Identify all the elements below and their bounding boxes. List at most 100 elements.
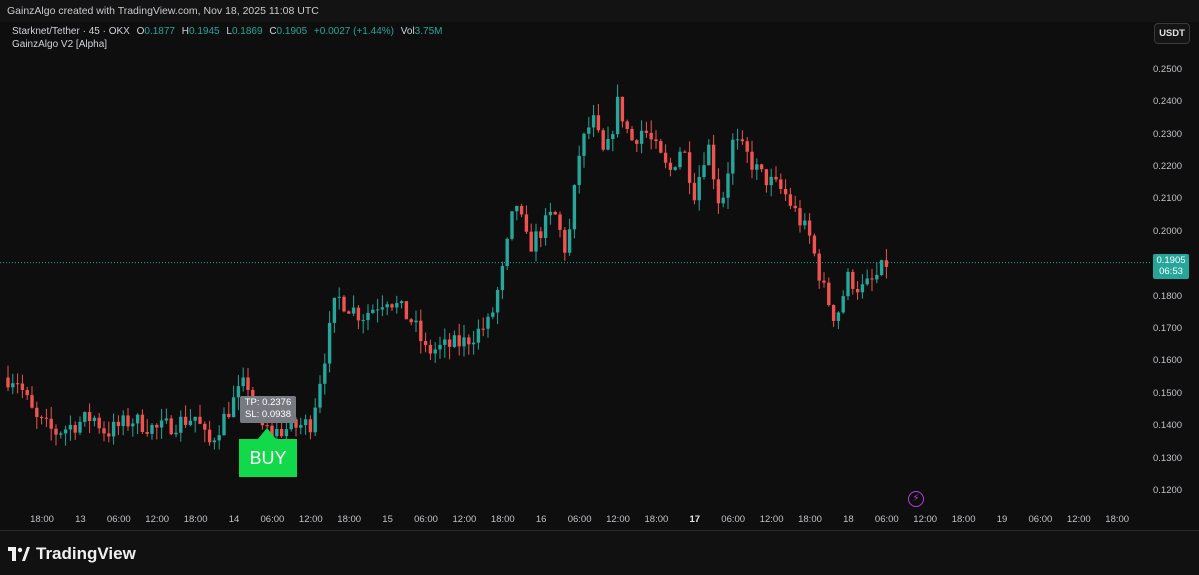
chart-area[interactable] bbox=[0, 22, 1199, 530]
candle-body bbox=[327, 322, 332, 364]
candle-body bbox=[227, 413, 231, 418]
candle-body bbox=[697, 176, 701, 201]
time-tick-label: 16 bbox=[535, 514, 547, 525]
time-tick-label: 06:00 bbox=[567, 514, 592, 525]
change-value: +0.0027 (+1.44%) bbox=[313, 26, 394, 37]
candle-body bbox=[323, 363, 327, 384]
candle-body bbox=[879, 260, 884, 275]
candle-body bbox=[15, 383, 20, 385]
time-tick-label: 18:00 bbox=[337, 514, 362, 525]
candle-body bbox=[577, 155, 581, 186]
open-value: 0.1877 bbox=[144, 26, 175, 37]
time-tick-label: 12:00 bbox=[759, 514, 784, 525]
candle-body bbox=[783, 188, 788, 195]
candle-body bbox=[294, 419, 298, 428]
candle-body bbox=[452, 335, 457, 347]
time-tick-label: 12:00 bbox=[1066, 514, 1091, 525]
candle-body bbox=[35, 407, 39, 417]
candle-body bbox=[553, 211, 557, 215]
candle-body bbox=[59, 433, 63, 435]
candle-body bbox=[620, 96, 625, 122]
candle-body bbox=[663, 152, 668, 163]
indicator-legend[interactable]: GainzAlgo V2 [Alpha] bbox=[12, 39, 108, 50]
stop-loss: SL: 0.0938 bbox=[245, 409, 291, 420]
price-tick-label: 0.2500 bbox=[1153, 63, 1183, 75]
candle-body bbox=[423, 341, 428, 345]
candle-body bbox=[193, 416, 197, 421]
candle-body bbox=[399, 301, 404, 304]
candle-body bbox=[169, 418, 173, 435]
candle-body bbox=[44, 417, 49, 419]
vol-label: Vol bbox=[400, 26, 415, 37]
candle-body bbox=[419, 320, 423, 342]
tradingview-logo[interactable]: TradingView bbox=[8, 544, 136, 564]
candle-body bbox=[25, 389, 29, 396]
vol-value: 3.75M bbox=[414, 26, 443, 37]
candle-body bbox=[807, 220, 812, 236]
candle-body bbox=[534, 231, 538, 252]
brand-name: TradingView bbox=[36, 544, 136, 563]
price-tick-label: 0.2100 bbox=[1153, 193, 1183, 205]
take-profit: TP: 0.2376 bbox=[244, 397, 292, 408]
candle-body bbox=[745, 141, 749, 152]
candle-body bbox=[515, 205, 519, 212]
candle-body bbox=[351, 307, 356, 314]
candle-body bbox=[404, 301, 409, 320]
candle-body bbox=[188, 420, 193, 425]
candle-body bbox=[812, 235, 817, 254]
candle-body bbox=[155, 424, 159, 428]
candle-body bbox=[414, 320, 418, 323]
candle-body bbox=[716, 179, 721, 204]
time-tick-label: 12:00 bbox=[145, 514, 170, 525]
candle-body bbox=[289, 419, 293, 430]
candle-body bbox=[596, 115, 601, 131]
candle-body bbox=[702, 165, 706, 177]
attribution-bar: GainzAlgo created with TradingView.com, … bbox=[0, 0, 1199, 22]
candle-body bbox=[726, 173, 730, 198]
candle-body bbox=[92, 417, 97, 422]
price-tick-label: 0.2400 bbox=[1153, 96, 1183, 108]
candle-body bbox=[831, 305, 836, 321]
time-tick-label: 12:00 bbox=[913, 514, 938, 525]
candle-body bbox=[212, 440, 217, 443]
lightning-icon[interactable]: ⚡ bbox=[908, 491, 924, 507]
time-tick-label: 13 bbox=[75, 514, 86, 525]
time-tick-label: 06:00 bbox=[106, 514, 131, 525]
candle-body bbox=[687, 152, 692, 183]
candle-body bbox=[529, 231, 533, 252]
candle-body bbox=[659, 141, 663, 153]
candle-body bbox=[563, 229, 567, 253]
candle-body bbox=[107, 433, 111, 437]
candle-body bbox=[428, 344, 433, 354]
candle-body bbox=[870, 278, 874, 280]
candle-body bbox=[308, 419, 313, 433]
candle-body bbox=[500, 266, 505, 291]
candle-body bbox=[337, 296, 341, 298]
candle-body bbox=[159, 420, 164, 428]
candle-body bbox=[707, 144, 711, 166]
time-tick-label: 06:00 bbox=[260, 514, 285, 525]
candle-body bbox=[390, 304, 394, 308]
candle-body bbox=[759, 164, 764, 170]
candle-body bbox=[342, 296, 346, 312]
candle-body bbox=[788, 194, 793, 206]
candle-body bbox=[462, 337, 466, 347]
candle-body bbox=[236, 386, 241, 398]
candle-body bbox=[841, 296, 845, 313]
time-tick-label: 18:00 bbox=[490, 514, 515, 525]
candle-body bbox=[299, 425, 303, 428]
candle-body bbox=[855, 288, 860, 293]
bar-countdown: 06:53 bbox=[1159, 266, 1183, 277]
candle-body bbox=[265, 425, 269, 427]
attribution-text: GainzAlgo created with TradingView.com, … bbox=[7, 5, 319, 17]
candle-body bbox=[625, 121, 629, 129]
candle-body bbox=[668, 162, 673, 170]
candle-body bbox=[371, 309, 375, 313]
candle-body bbox=[385, 304, 389, 308]
currency-button[interactable]: USDT bbox=[1154, 23, 1190, 44]
last-price-tag: 0.1905 06:53 bbox=[1153, 254, 1189, 279]
candle-body bbox=[332, 297, 337, 323]
symbol-title[interactable]: Starknet/Tether · 45 · OKX bbox=[12, 26, 130, 37]
price-tick-label: 0.1700 bbox=[1153, 323, 1183, 334]
price-tick-label: 0.2300 bbox=[1153, 128, 1183, 140]
